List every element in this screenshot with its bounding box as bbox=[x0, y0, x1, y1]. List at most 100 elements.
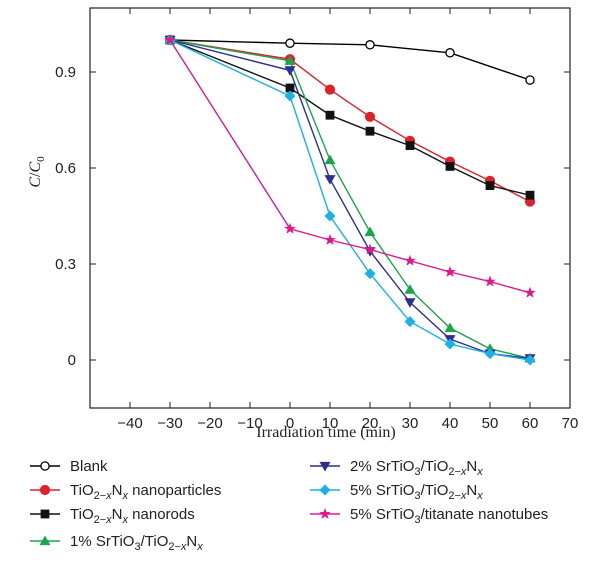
data-point bbox=[285, 83, 295, 93]
data-point bbox=[285, 38, 295, 48]
data-point bbox=[444, 338, 456, 350]
legend-entry: 1% SrTiO3/TiO2−xNx bbox=[30, 533, 203, 553]
legend-text-part: 3 bbox=[414, 466, 420, 478]
legend-text-part: TiO bbox=[70, 506, 94, 523]
series-6 bbox=[164, 34, 536, 366]
plot-frame bbox=[89, 7, 571, 409]
data-point bbox=[284, 90, 296, 102]
x-tick-label: 60 bbox=[522, 415, 539, 432]
x-tick-label: 0 bbox=[286, 415, 294, 432]
data-point bbox=[365, 40, 375, 50]
legend-text-part: TiO bbox=[425, 458, 449, 475]
legend-text-part: N bbox=[112, 482, 123, 499]
y-tick-label: 0.9 bbox=[55, 64, 76, 81]
data-point bbox=[284, 55, 296, 65]
x-tick-label: 30 bbox=[402, 415, 419, 432]
legend-text-part: / bbox=[421, 482, 426, 499]
legend-text-part: x bbox=[122, 514, 129, 526]
legend-text-part: SrTiO bbox=[96, 533, 135, 550]
legend-text-part: x bbox=[476, 466, 483, 478]
y-axis-label: C/C0 bbox=[27, 156, 47, 188]
legend-label: 1% SrTiO3/TiO2−xNx bbox=[70, 533, 203, 553]
series-line bbox=[169, 39, 531, 360]
legend-text-part: x bbox=[460, 490, 467, 502]
y-axis: 0 0.3 0.6 0.9 bbox=[55, 64, 570, 369]
x-axis-label: Irradiation time (min) bbox=[256, 424, 396, 441]
data-point bbox=[364, 268, 376, 280]
legend-text-part: Blank bbox=[70, 458, 108, 475]
legend-text-part: TiO bbox=[70, 482, 94, 499]
legend-text-part: / bbox=[141, 533, 146, 550]
legend-text-part: 5% bbox=[350, 506, 376, 523]
legend-entry: TiO2−xNx nanoparticles bbox=[30, 482, 221, 502]
data-point bbox=[284, 222, 296, 234]
legend-text-part: x bbox=[180, 541, 187, 553]
x-tick-label: −30 bbox=[157, 415, 182, 432]
data-point bbox=[364, 243, 376, 255]
legend-text-part: /titanate nanotubes bbox=[421, 506, 549, 523]
legend-label: TiO2−xNx nanoparticles bbox=[70, 482, 221, 502]
legend-text-part: x bbox=[460, 466, 467, 478]
x-axis: −40 −30 −20 −10 0 10 20 30 40 50 60 70 bbox=[117, 8, 578, 432]
data-point bbox=[524, 354, 536, 366]
legend-text-part: nanorods bbox=[128, 506, 195, 523]
legend-text-part: SrTiO bbox=[376, 482, 415, 499]
data-point bbox=[319, 461, 331, 472]
y-tick-label: 0 bbox=[68, 352, 76, 369]
data-point bbox=[364, 111, 376, 122]
legend-text-part: 3 bbox=[414, 490, 420, 502]
series-line bbox=[169, 39, 531, 81]
legend-text-part: N bbox=[466, 458, 477, 475]
x-tick-label: 20 bbox=[362, 415, 379, 432]
data-point bbox=[484, 348, 496, 360]
legend-text-part: x bbox=[196, 541, 203, 553]
plot-border bbox=[89, 7, 571, 409]
data-point bbox=[40, 461, 50, 471]
data-point bbox=[484, 275, 496, 287]
data-point bbox=[324, 233, 336, 245]
data-point bbox=[324, 84, 336, 95]
data-point bbox=[404, 284, 416, 294]
legend-text-part: N bbox=[186, 533, 197, 550]
legend-text-part: 2− bbox=[94, 514, 107, 526]
data-point bbox=[445, 162, 455, 171]
legend-text-part: 5% bbox=[350, 482, 376, 499]
series-line bbox=[169, 39, 531, 361]
svg-text:C/C0: C/C0 bbox=[27, 156, 47, 188]
legend-label: Blank bbox=[70, 458, 108, 475]
legend-text-part: N bbox=[466, 482, 477, 499]
legend-entry: 5% SrTiO3/TiO2−xNx bbox=[310, 482, 483, 502]
series-line bbox=[169, 39, 531, 360]
legend-text-part: x bbox=[105, 490, 112, 502]
data-point bbox=[525, 75, 535, 85]
x-tick-label: −40 bbox=[117, 415, 142, 432]
x-tick-label: −20 bbox=[197, 415, 222, 432]
legend-text-part: 2− bbox=[94, 490, 107, 502]
data-point bbox=[324, 210, 336, 222]
data-point bbox=[319, 484, 331, 496]
data-point bbox=[40, 509, 50, 519]
legend-text-part: 2− bbox=[168, 541, 181, 553]
x-tick-label: 70 bbox=[562, 415, 579, 432]
legend-label: 5% SrTiO3/TiO2−xNx bbox=[350, 482, 483, 502]
series-line bbox=[169, 39, 531, 294]
legend-text-part: SrTiO bbox=[376, 458, 415, 475]
legend-text-part: x bbox=[476, 490, 483, 502]
data-point bbox=[324, 175, 336, 185]
data-point bbox=[284, 66, 296, 76]
legend-entry: 2% SrTiO3/TiO2−xNx bbox=[310, 458, 483, 478]
legend-text-part: 2− bbox=[448, 466, 461, 478]
data-point bbox=[39, 535, 51, 546]
data-point bbox=[485, 181, 495, 190]
data-point bbox=[524, 286, 536, 298]
data-point bbox=[319, 507, 331, 519]
x-tick-label: 50 bbox=[482, 415, 499, 432]
series-line bbox=[169, 39, 531, 203]
data-point bbox=[525, 190, 535, 200]
series-4 bbox=[164, 34, 536, 363]
data-point bbox=[325, 110, 335, 120]
legend-label: TiO2−xNx nanorods bbox=[70, 506, 195, 526]
legend-text-part: / bbox=[421, 458, 426, 475]
legend-text-part: 1% bbox=[70, 533, 96, 550]
